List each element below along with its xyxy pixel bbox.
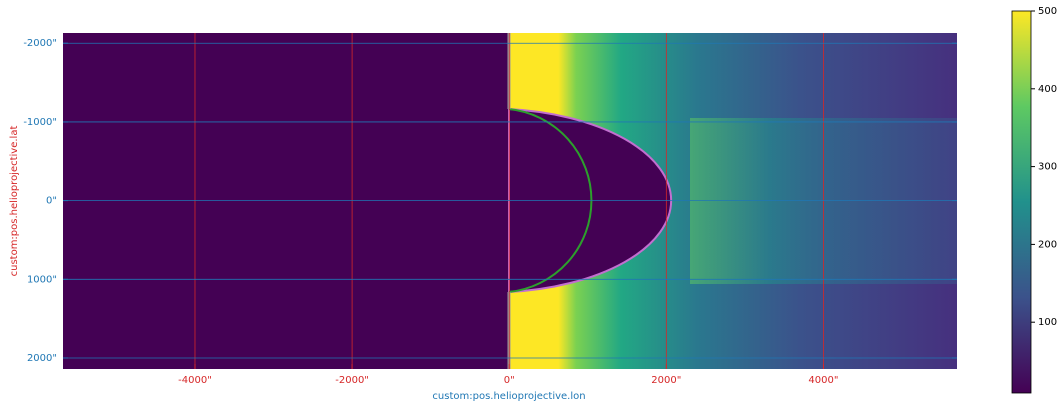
y-tick-label: 1000" [27,274,57,285]
y-tick-label: -2000" [23,38,57,49]
x-axis-label: custom:pos.helioprojective.lon [432,391,585,402]
y-tick-label: 0" [46,196,57,207]
x-tick-label: 4000" [808,375,838,386]
x-tick-label: 2000" [651,375,681,386]
y-tick-label: 2000" [27,353,57,364]
x-tick-label: 0" [504,375,515,386]
colorbar-tick-label: 200 [1038,239,1057,250]
colorbar-tick-label: 400 [1038,84,1057,95]
x-tick-label: -2000" [335,375,369,386]
colorbar-tick-label: 500 [1038,6,1057,17]
y-axis-label: custom:pos.helioprojective.lat [9,126,20,277]
y-tick-label: -1000" [23,117,57,128]
colorbar-tick-label: 300 [1038,162,1057,173]
colorbar-tick-label: 100 [1038,317,1057,328]
colorbar [1011,10,1032,394]
x-tick-label: -4000" [178,375,212,386]
